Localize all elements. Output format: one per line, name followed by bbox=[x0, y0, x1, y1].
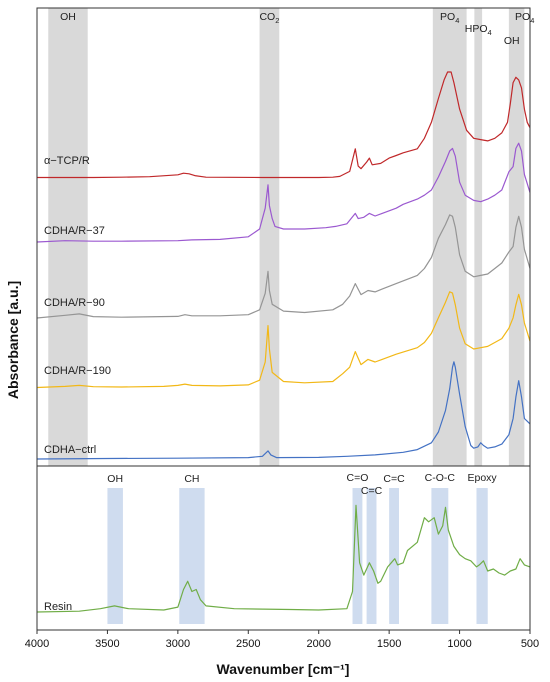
x-tick-label-1500: 1500 bbox=[377, 638, 401, 650]
x-tick-label-1000: 1000 bbox=[447, 638, 471, 650]
top-series-3-line bbox=[36, 214, 531, 319]
top-band-label-2: CO2 bbox=[259, 11, 279, 25]
top-series-4-label: CDHA/R−190 bbox=[44, 365, 111, 377]
top-band-label-5: OH bbox=[504, 35, 520, 47]
top-band-1 bbox=[48, 8, 88, 466]
top-band-6 bbox=[513, 8, 525, 466]
top-series-3-label: CDHA/R−90 bbox=[44, 297, 105, 309]
top-band-5 bbox=[508, 8, 515, 466]
top-series-5-line bbox=[36, 361, 531, 460]
bottom-band-1 bbox=[107, 488, 123, 624]
bottom-band-label-2: CH bbox=[184, 473, 199, 485]
bottom-band-label-6: C-O-C bbox=[425, 472, 456, 484]
x-axis-ticks: 4000 3500 3000 2500 2000 1500 1000 500 bbox=[25, 630, 539, 650]
top-band-3 bbox=[432, 8, 467, 466]
top-band-label-6: PO4 bbox=[515, 11, 534, 25]
top-series-5-label: CDHA−ctrl bbox=[44, 444, 96, 456]
bottom-band-label-1: OH bbox=[107, 473, 123, 485]
y-axis-label: Absorbance [a.u.] bbox=[5, 281, 21, 399]
bottom-panel-frame bbox=[36, 465, 531, 631]
bottom-series-1-label: Resin bbox=[44, 601, 72, 613]
top-series-2-label: CDHA/R−37 bbox=[44, 225, 105, 237]
bottom-series-1-line bbox=[36, 504, 531, 613]
x-tick-label-4000: 4000 bbox=[25, 638, 49, 650]
bottom-band-4 bbox=[366, 488, 377, 624]
labels-layer: OH CO2 PO4 HPO4 OH PO4 α−TCP/R CDHA/R−37 CDHA/R−… bbox=[44, 11, 534, 613]
top-series-2-line bbox=[36, 142, 531, 243]
top-band-2 bbox=[259, 8, 280, 466]
bottom-band-label-7: Epoxy bbox=[468, 472, 498, 484]
x-tick-label-2500: 2500 bbox=[236, 638, 260, 650]
top-band-label-3: PO4 bbox=[440, 11, 459, 25]
series-layer bbox=[36, 71, 531, 613]
bottom-band-label-5: C=C bbox=[383, 473, 405, 485]
top-series-1-label: α−TCP/R bbox=[44, 155, 90, 167]
top-band-label-1: OH bbox=[60, 11, 76, 23]
x-tick-label-2000: 2000 bbox=[306, 638, 330, 650]
top-band-4 bbox=[474, 8, 483, 466]
top-series-1-line bbox=[37, 71, 531, 179]
bottom-band-label-4: C=C bbox=[361, 485, 383, 497]
bottom-band-3 bbox=[352, 488, 363, 624]
bottom-band-2 bbox=[179, 488, 205, 624]
bottom-band-label-3: C=O bbox=[347, 472, 369, 484]
x-axis-label: Wavenumber [cm⁻¹] bbox=[217, 661, 350, 677]
x-tick-label-500: 500 bbox=[521, 638, 539, 650]
x-tick-label-3500: 3500 bbox=[95, 638, 119, 650]
x-tick-label-3000: 3000 bbox=[166, 638, 190, 650]
top-band-label-4: HPO4 bbox=[465, 23, 492, 37]
top-series-4-line bbox=[36, 291, 531, 389]
bottom-panel-bands bbox=[107, 488, 488, 624]
bottom-band-5 bbox=[389, 488, 400, 624]
bottom-band-7 bbox=[476, 488, 488, 624]
